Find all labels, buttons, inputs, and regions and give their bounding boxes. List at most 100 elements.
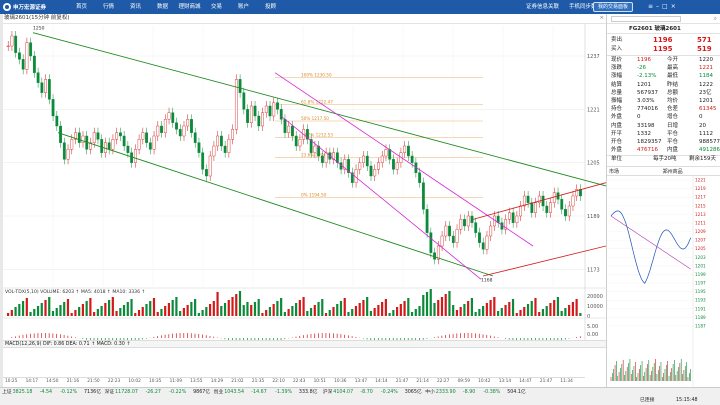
volume-bar: [515, 313, 518, 316]
nav-item-trade[interactable]: 交易: [210, 4, 222, 10]
minimize-icon[interactable]: –: [656, 3, 660, 10]
nav-item-wealth[interactable]: 理财商城: [178, 4, 201, 10]
quote-label: 增仓: [667, 114, 679, 121]
candle-body: [440, 235, 444, 247]
mini-axis-label: 1217: [695, 195, 706, 200]
search-input[interactable]: [611, 16, 681, 22]
candle-body: [541, 195, 545, 207]
candle-body: [100, 139, 104, 153]
quote-label: 开仓: [611, 139, 623, 145]
link-security-info[interactable]: 证券信息关联: [526, 4, 560, 10]
mini-axis-label: 1215: [695, 203, 706, 208]
search-bar: ⌕: [607, 14, 720, 24]
volume-bar: [306, 311, 309, 316]
candle-body: [567, 205, 571, 217]
quote-label: 昨结: [667, 81, 679, 88]
link-mobile-sync[interactable]: 手机同步数据: [569, 4, 603, 10]
time-axis: 10:25 14:17 14:50 21:16 21:50 22:23 10:02 10:35…: [3, 377, 585, 385]
candle-body: [470, 215, 474, 223]
logo-text: 申万宏源证券: [13, 5, 47, 11]
quote-label: 总额: [667, 89, 679, 96]
candle-body: [407, 145, 410, 157]
nav-item-account[interactable]: 账户: [237, 4, 249, 10]
candlestick-chart[interactable]: 1237 1221 1205 1189 1173 100% 1230.50 61.8% 12…: [3, 24, 606, 344]
candle-body: [306, 129, 309, 140]
volume-bar: [560, 311, 563, 316]
candle-body: [208, 155, 212, 177]
volume-bar: [122, 305, 126, 316]
volume-bar: [553, 300, 556, 316]
trade-panel-button[interactable]: 我的交易面板: [593, 2, 633, 12]
candle-body: [433, 252, 436, 260]
menu-icon[interactable]: ≡: [648, 3, 654, 10]
candle-body: [451, 235, 455, 243]
nav-item-data[interactable]: 数据: [156, 4, 168, 10]
trendline-upper: [32, 32, 606, 187]
intraday-mini-chart[interactable]: 1221 1219 1217 1215 1213 1211 1209 1207 1205 1203…: [607, 176, 720, 387]
candle-body: [190, 119, 193, 133]
quote-label: 最低: [667, 73, 679, 80]
volume-bar: [508, 302, 511, 316]
nav-item-advisor[interactable]: 投顾: [264, 4, 276, 10]
candle-body: [291, 125, 294, 137]
candle-body: [485, 235, 489, 250]
time-axis-label: 10:25: [5, 379, 18, 384]
chart-close-icon[interactable]: ×: [599, 15, 604, 21]
volume-bar: [425, 292, 429, 316]
window-controls: ≡ – □ ×: [648, 2, 676, 12]
quote-value: -26: [637, 65, 646, 72]
volume-bar: [564, 308, 567, 316]
index-ticker-item: -0.12%: [60, 390, 78, 395]
candle-body: [163, 119, 167, 133]
candle-body: [537, 195, 541, 203]
candle-body: [552, 192, 556, 203]
mini-chart-header: 市场 郑州商品: [607, 166, 720, 176]
candle-body: [377, 162, 380, 170]
candle-body: [227, 139, 231, 153]
volume-bar: [190, 302, 193, 316]
quote-value: 61345: [699, 106, 717, 113]
volume-bar: [309, 308, 313, 316]
nav-item-market[interactable]: 行情: [102, 4, 114, 10]
mini-axis-label: 1201: [695, 263, 706, 268]
left-edge-toolbar: [0, 14, 3, 387]
volume-bar: [474, 312, 477, 316]
volume-bar: [257, 299, 260, 316]
candle-body: [145, 132, 148, 143]
volume-bar: [362, 300, 365, 316]
candle-body: [384, 149, 388, 157]
quote-value: 1220: [699, 57, 713, 63]
volume-bar: [44, 300, 47, 316]
app-logo[interactable]: 申万宏源证券: [3, 2, 55, 12]
time-axis-label: 21:14: [416, 379, 429, 384]
volume-bar: [485, 303, 488, 316]
index-ticker-item: 4104.07: [333, 390, 354, 395]
index-ticker-item: 中小: [425, 390, 435, 395]
volume-bar: [470, 298, 473, 316]
volume-bar: [7, 313, 10, 316]
volume-bar: [511, 299, 515, 316]
nav-item-home[interactable]: 首页: [75, 4, 87, 10]
quote-value: 1201: [699, 98, 713, 104]
candle-body: [429, 232, 433, 253]
index-ticker-item: 沪深: [322, 390, 333, 395]
search-icon[interactable]: ⌕: [713, 15, 717, 22]
candle-body: [201, 152, 205, 170]
nav-item-news[interactable]: 资讯: [129, 4, 141, 10]
volume-bar: [160, 309, 163, 316]
close-icon[interactable]: ×: [670, 3, 676, 10]
volume-bar: [496, 311, 500, 316]
candle-body: [526, 195, 530, 203]
volume-bar: [399, 304, 402, 316]
volume-bar: [29, 312, 32, 316]
candle-body: [354, 169, 358, 183]
quote-value: 1201: [637, 81, 651, 88]
volume-bar: [89, 298, 92, 316]
candle-body: [436, 245, 440, 260]
maximize-icon[interactable]: □: [662, 3, 668, 10]
index-ticker-item: -0.38%: [483, 390, 501, 395]
status-right: 已连接 15:15:48: [0, 397, 720, 405]
quote-row: 开仓 1829357 平仓 988577: [607, 138, 720, 147]
volume-bar: [448, 291, 451, 316]
candle-body: [36, 72, 40, 83]
